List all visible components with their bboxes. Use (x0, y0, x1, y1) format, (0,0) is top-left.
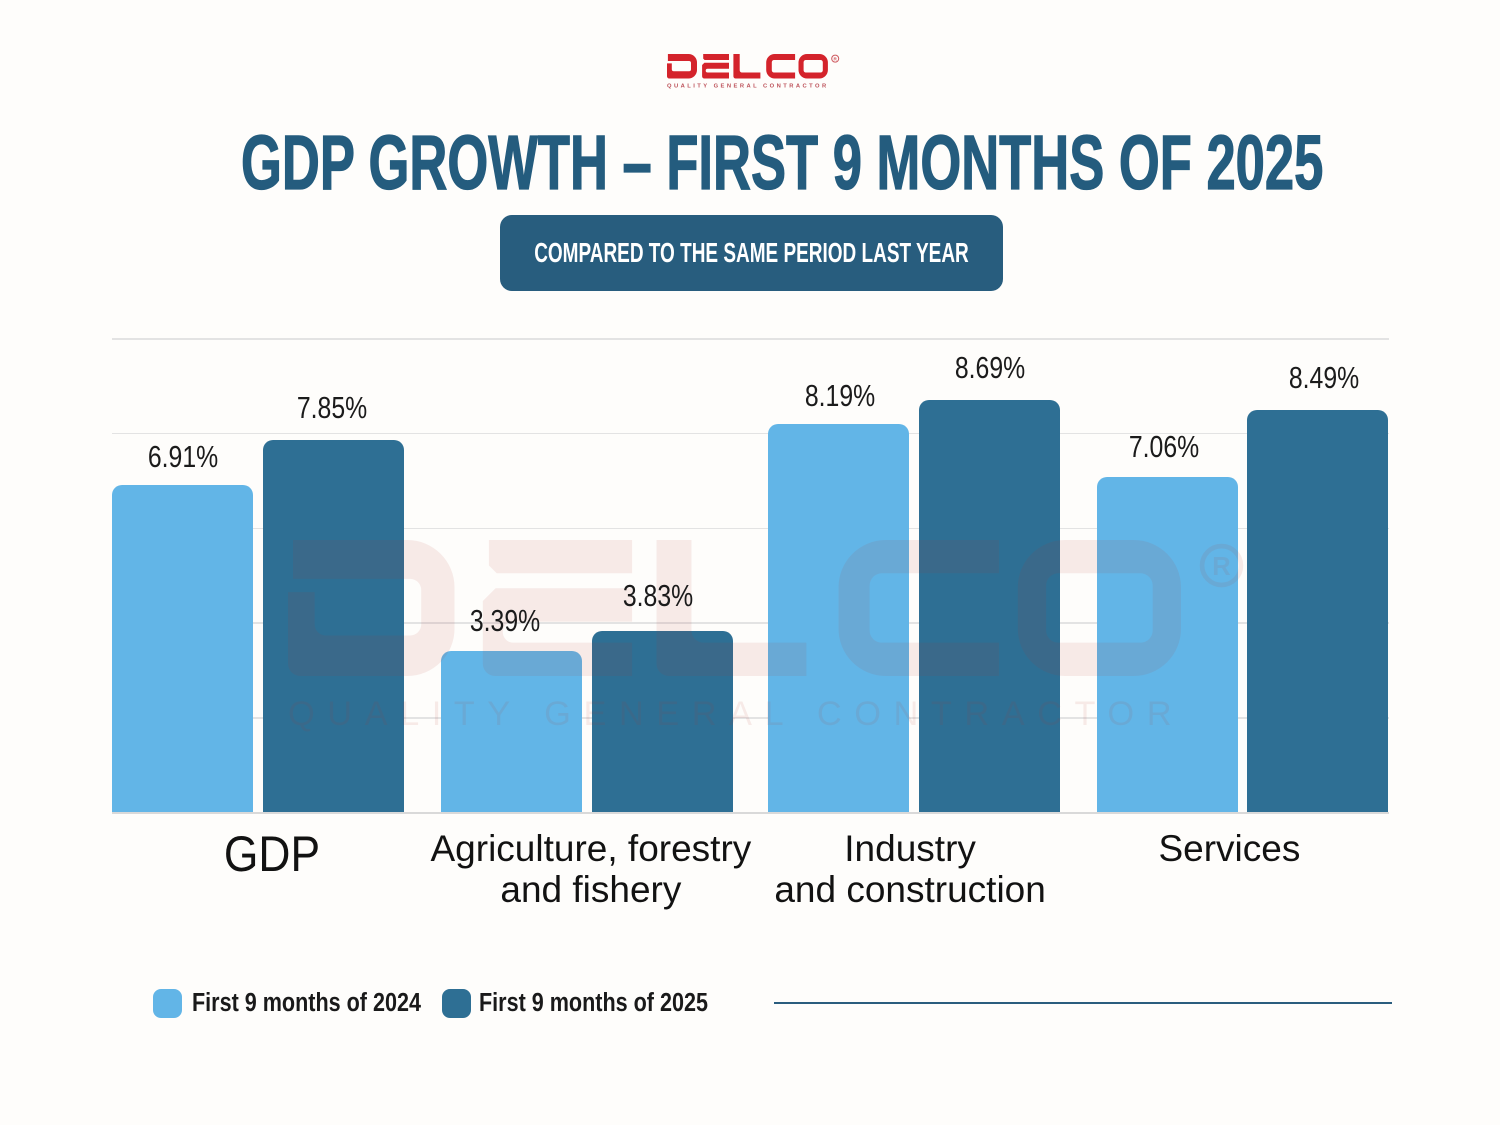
svg-text:R: R (1212, 553, 1230, 581)
svg-text:QUALITY GENERAL CONTRACTOR: QUALITY GENERAL CONTRACTOR (667, 83, 827, 89)
svg-text:QUALITY GENERAL CONTRACTOR: QUALITY GENERAL CONTRACTOR (288, 695, 1172, 733)
svg-text:R: R (834, 56, 838, 61)
